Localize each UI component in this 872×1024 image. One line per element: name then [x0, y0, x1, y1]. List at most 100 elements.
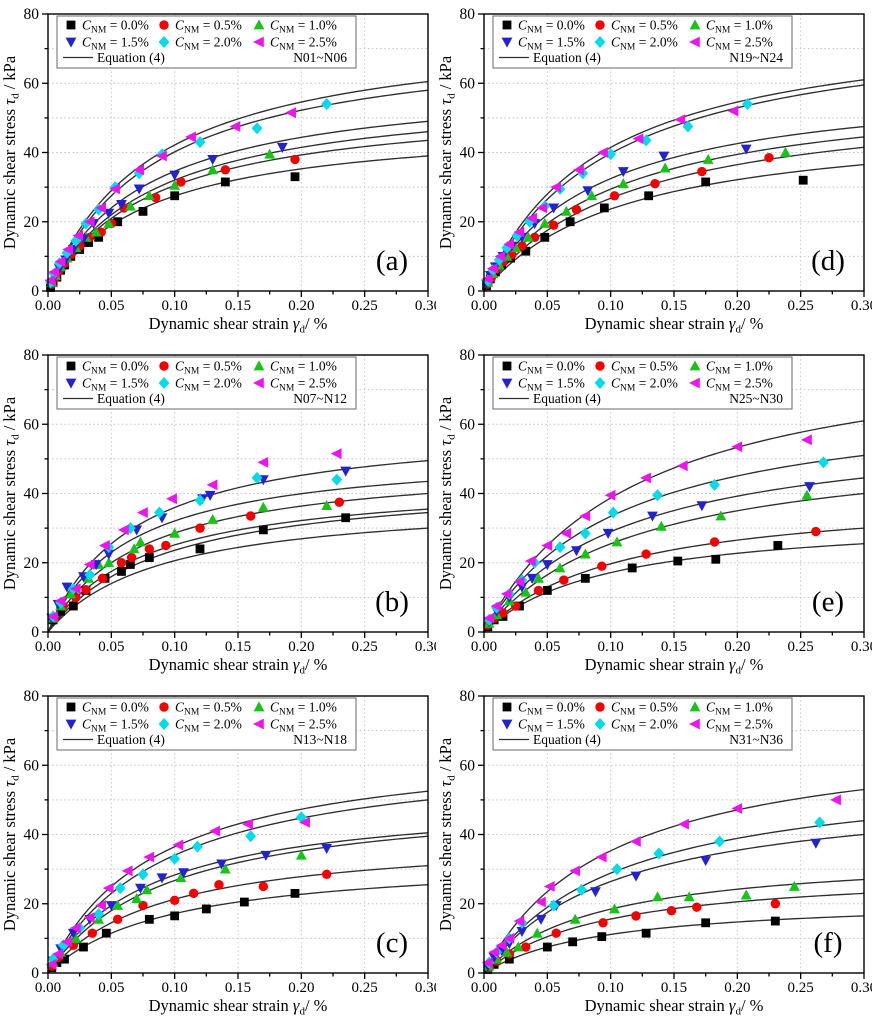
legend-label: CNM = 2.0%: [175, 717, 242, 735]
data-point-triangle-down: [590, 887, 601, 898]
data-point-square: [56, 606, 66, 616]
data-point-square: [701, 918, 711, 928]
data-point-triangle-left: [133, 164, 144, 176]
y-tick-label: 40: [24, 145, 40, 162]
data-point-triangle-up: [219, 863, 231, 874]
x-tick-label: 0.25: [352, 980, 378, 996]
data-point-triangle-left: [83, 912, 95, 923]
x-tick-label: 0.20: [288, 298, 314, 314]
data-point-circle: [144, 544, 155, 554]
legend-sample-label: N19~N24: [729, 50, 783, 65]
x-tick-label: 0.05: [534, 980, 560, 996]
data-point-square: [220, 177, 230, 187]
y-tick-label: 40: [460, 486, 476, 503]
data-point-diamond: [742, 98, 753, 111]
data-point-square: [599, 203, 609, 213]
data-point-triangle-down: [535, 914, 547, 925]
data-point-circle: [195, 523, 205, 533]
data-point-triangle-down: [548, 203, 560, 214]
panel-a: 0.00 0.05 0.10 0.15 0.20 0.25 0.30 0 20 40 60 80 Dyn…: [0, 0, 436, 341]
data-point-diamond: [524, 215, 535, 228]
equation-curves: [47, 790, 429, 974]
data-point-circle: [595, 702, 605, 712]
data-point-circle: [548, 220, 559, 230]
data-point-triangle-up: [715, 510, 727, 521]
data-point-triangle-up: [586, 190, 598, 201]
data-point-triangle-left: [299, 816, 310, 828]
data-point-triangle-down: [61, 582, 73, 593]
x-tick-label: 0.00: [35, 298, 61, 314]
y-tick-label: 0: [467, 965, 475, 982]
y-tick-label: 20: [460, 896, 476, 913]
data-point-circle: [598, 918, 608, 928]
data-point-triangle-left: [95, 202, 106, 214]
legend: CNM = 0.0% CNM = 0.5% CNM = 1.0% CNM = 1.5%…: [56, 356, 357, 410]
legend-label: CNM = 2.0%: [611, 717, 678, 735]
data-point-square: [170, 191, 180, 201]
data-point-triangle-down: [178, 868, 189, 879]
x-tick-label: 0.20: [288, 639, 314, 655]
data-point-triangle-left: [121, 865, 133, 877]
data-point-triangle-left: [674, 114, 686, 126]
data-point-triangle-down: [516, 582, 528, 593]
data-point-square: [341, 513, 351, 523]
data-point-triangle-down: [340, 466, 352, 477]
legend-label: CNM = 1.0%: [270, 359, 337, 377]
x-tick-label: 0.05: [534, 298, 560, 314]
data-point-circle: [81, 585, 91, 595]
y-tick-label: 0: [467, 283, 475, 300]
data-point-triangle-left: [541, 540, 553, 551]
legend-label: CNM = 1.0%: [706, 359, 773, 377]
data-point-diamond: [493, 253, 505, 266]
data-point-triangle-down: [658, 151, 670, 162]
legend-label: CNM = 2.5%: [270, 717, 337, 735]
y-tick-label: 80: [460, 6, 476, 23]
legend: CNM = 0.0% CNM = 0.5% CNM = 1.0% CNM = 1.5%…: [56, 15, 357, 69]
data-point-triangle-up: [702, 153, 714, 164]
data-point-triangle-up: [128, 543, 140, 554]
data-point-triangle-down: [169, 170, 181, 181]
data-point-circle: [87, 928, 98, 938]
series-triangle-left: [45, 816, 310, 970]
x-tick-label: 0.25: [352, 298, 378, 314]
axis-ticks: [42, 13, 429, 297]
data-point-triangle-left: [253, 36, 264, 48]
data-point-triangle-left: [573, 164, 584, 176]
y-tick-label: 0: [31, 283, 39, 300]
x-tick-label: 0.20: [724, 980, 750, 996]
series-triangle-down: [481, 144, 752, 290]
data-point-triangle-left: [503, 238, 515, 250]
data-point-circle: [161, 540, 171, 551]
x-tick-label: 0.05: [534, 639, 560, 655]
x-axis-title: Dynamic shear strain γd/ %: [149, 655, 328, 677]
data-point-diamond: [245, 830, 257, 843]
data-point-triangle-down: [135, 883, 146, 894]
data-point-circle: [764, 152, 774, 163]
fit-curve: [47, 511, 429, 633]
data-point-triangle-up: [124, 200, 136, 211]
data-point-square: [84, 238, 93, 247]
data-point-triangle-left: [488, 946, 499, 958]
data-point-triangle-down: [617, 167, 629, 178]
data-point-triangle-down: [105, 901, 117, 912]
fit-curve: [47, 864, 429, 974]
data-point-diamond: [57, 939, 69, 952]
data-point-triangle-left: [54, 595, 66, 607]
data-point-triangle-left: [95, 900, 106, 911]
legend-sample-label: N25~N30: [729, 391, 783, 406]
data-point-triangle-up: [539, 217, 551, 228]
data-point-triangle-left: [731, 441, 743, 453]
data-point-circle: [159, 361, 169, 371]
x-tick-label: 0.00: [35, 639, 61, 655]
x-tick-label: 0.00: [35, 980, 61, 996]
data-point-triangle-left: [118, 524, 129, 536]
data-point-diamond: [640, 134, 652, 147]
data-point-triangle-up: [141, 884, 153, 895]
fit-curve: [483, 454, 865, 633]
fit-curve: [47, 790, 429, 974]
data-point-triangle-left: [526, 212, 537, 224]
data-point-triangle-down: [103, 549, 115, 560]
data-point-triangle-up: [65, 588, 77, 599]
data-point-circle: [666, 905, 677, 916]
